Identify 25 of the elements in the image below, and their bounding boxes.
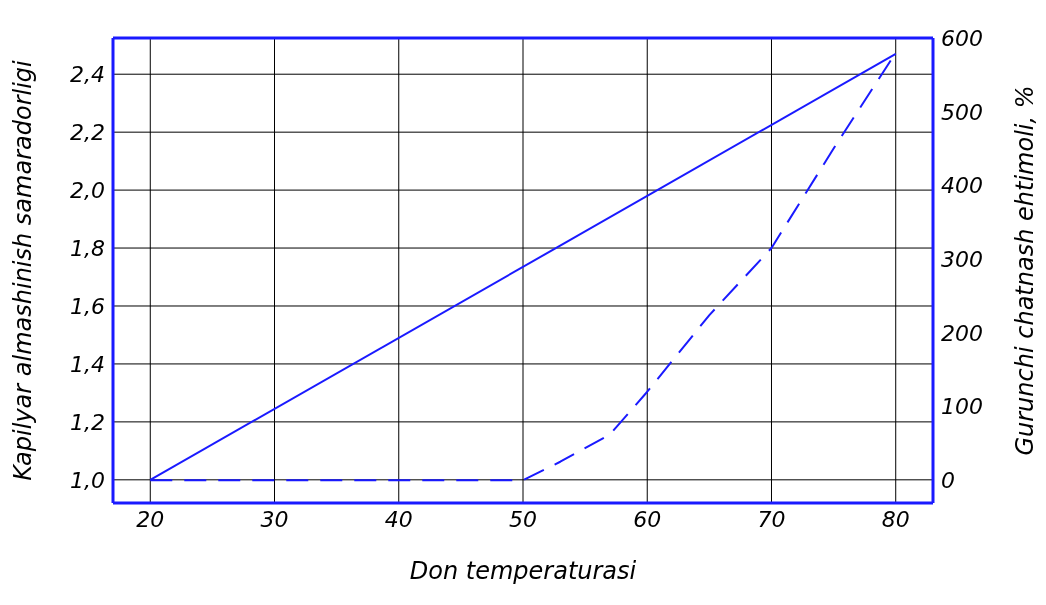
y-axis-title: Kapilyar almashinish samaradorligi bbox=[8, 59, 37, 481]
x-axis-title: Don temperaturasi bbox=[409, 557, 637, 585]
y2-tick-label: 200 bbox=[941, 320, 983, 346]
y2-tick-label: 300 bbox=[941, 246, 983, 272]
x-tick-label: 80 bbox=[881, 506, 910, 532]
y2-tick-label: 100 bbox=[941, 394, 983, 420]
x-tick-label: 70 bbox=[757, 506, 786, 532]
x-tick-label: 30 bbox=[260, 506, 289, 532]
y2-tick-label: 400 bbox=[941, 173, 983, 199]
y-tick-label: 2,2 bbox=[70, 119, 105, 145]
y-tick-label: 1,4 bbox=[70, 351, 105, 377]
y2-axis-title: Gurunchi chatnash ehtimoli, % bbox=[1010, 85, 1039, 456]
y-tick-label: 1,8 bbox=[70, 235, 105, 261]
y-tick-label: 1,2 bbox=[70, 409, 105, 435]
y2-tick-label: 600 bbox=[941, 25, 983, 51]
x-tick-label: 20 bbox=[136, 506, 165, 532]
y2-tick-label: 0 bbox=[941, 467, 955, 493]
y-tick-label: 2,4 bbox=[70, 62, 105, 88]
y-tick-label: 2,0 bbox=[70, 177, 105, 203]
x-tick-label: 50 bbox=[509, 506, 537, 532]
x-tick-label: 40 bbox=[384, 506, 413, 532]
x-tick-label: 60 bbox=[633, 506, 662, 532]
y-tick-label: 1,0 bbox=[70, 467, 105, 493]
y-tick-label: 1,6 bbox=[70, 293, 105, 319]
y2-tick-label: 500 bbox=[941, 99, 983, 125]
